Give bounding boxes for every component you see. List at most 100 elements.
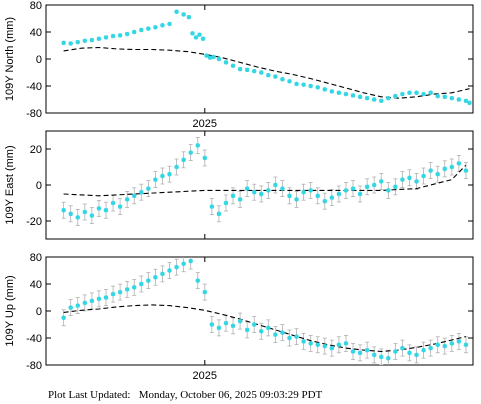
data-point [449,95,455,101]
data-point [167,268,172,273]
data-point [336,90,342,95]
data-point [280,330,285,335]
data-point [301,190,306,195]
model-line [63,46,470,99]
data-point [167,172,172,177]
y-tick-label: -80 [26,108,42,120]
data-point [124,287,130,292]
data-point [103,295,109,300]
data-point [407,175,412,180]
data-point [223,320,229,326]
data-point [343,91,349,97]
data-point [204,53,209,58]
data-point [407,90,412,95]
data-point [202,155,208,161]
data-point [308,341,313,346]
data-point [273,74,278,79]
footer-timestamp: Monday, October 06, 2025 09:03:29 PDT [138,389,323,401]
data-point [421,173,426,179]
footer-label: Plot Last Updated: [48,389,131,401]
data-point [61,208,66,213]
data-point [216,211,222,216]
data-point [386,95,391,101]
data-point [68,41,73,46]
y-axis-label: 109Y East (mm) [4,145,16,224]
data-point [103,208,109,213]
data-point [96,296,102,302]
data-point [294,81,299,87]
data-point [146,278,151,283]
data-point [68,211,73,216]
data-point [435,172,440,177]
data-point [174,9,179,14]
data-point [110,200,116,206]
data-point [421,91,426,97]
data-point [117,33,123,38]
data-point [110,291,116,297]
data-point [75,303,80,308]
data-point [350,186,356,191]
data-point [89,213,95,218]
data-point [146,26,151,31]
data-point [357,94,363,99]
data-point [308,188,313,193]
data-point [153,25,158,30]
data-point [230,63,236,68]
data-point [371,352,377,358]
data-point [167,21,172,27]
data-point [428,168,433,173]
x-tick-label: 2025 [193,370,217,382]
data-point [343,188,349,193]
data-point [139,27,144,33]
data-point [89,37,95,43]
y-tick-label: 0 [36,306,42,318]
data-point [364,347,370,353]
data-point [329,345,335,351]
data-point [287,335,292,341]
data-point [414,352,419,358]
data-point [400,177,405,182]
data-point [463,342,469,347]
data-point [379,354,384,360]
data-point [400,91,405,97]
data-point [160,173,165,179]
panels-group: -80 -40 0 40 80 2025 109Y North (mm) -20 0 20 109Y… [4,0,474,382]
data-point [186,14,192,20]
data-point [82,300,88,306]
data-point [393,184,398,189]
data-point [407,350,412,356]
data-point [336,342,342,347]
data-point [207,55,213,60]
data-point [174,264,179,270]
data-point [336,191,342,197]
data-point [190,31,195,36]
data-point [379,179,384,184]
y-tick-label: -20 [26,216,42,228]
data-point [386,188,391,193]
data-point [259,329,264,334]
data-point [266,73,271,78]
data-point [200,36,206,41]
y-tick-label: 40 [30,279,42,291]
data-point [379,98,384,104]
data-point [117,204,123,209]
data-point [237,197,243,202]
data-point [237,318,243,324]
data-point [124,197,130,202]
data-point [61,315,66,320]
data-point [315,342,320,347]
data-point [442,94,447,99]
data-point [350,93,356,98]
data-point [146,186,151,191]
data-point [315,193,320,198]
data-point [252,322,257,327]
data-point [442,343,447,349]
data-point [195,278,200,283]
data-point [266,188,271,193]
y-tick-label: 80 [30,252,42,264]
data-point [449,164,455,170]
data-point [329,195,335,200]
data-point [153,177,158,182]
data-point [364,95,370,101]
data-point [61,40,66,45]
